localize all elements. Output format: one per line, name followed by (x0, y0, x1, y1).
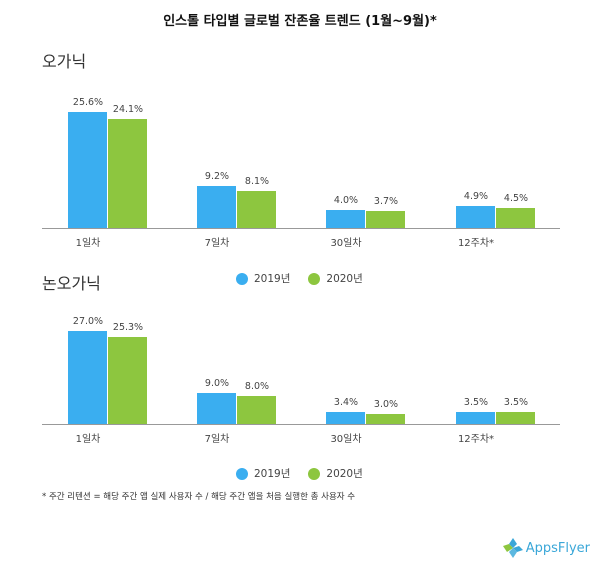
bar-2019 (326, 412, 365, 424)
bar-2019 (68, 330, 107, 424)
bar-2020 (366, 211, 405, 228)
data-label: 25.3% (112, 321, 144, 333)
appsflyer-logo-icon (502, 538, 523, 558)
data-label: 3.7% (373, 196, 399, 208)
data-label: 8.1% (244, 176, 270, 188)
bar-2019 (68, 112, 107, 228)
data-label: 4.9% (463, 190, 489, 202)
appsflyer-logo: AppsFlyer (502, 537, 590, 559)
data-label: 24.1% (112, 103, 144, 115)
category-label: 7일차 (204, 434, 230, 445)
bar-2019 (197, 392, 236, 424)
legend-label: 2019년 (254, 273, 291, 285)
category-label: 7일차 (204, 238, 230, 249)
bar-2020 (496, 207, 535, 228)
category-label: 30일차 (330, 434, 362, 445)
data-label: 9.0% (204, 377, 230, 389)
bar-2020 (366, 413, 405, 424)
bar-2020 (108, 336, 147, 424)
bar-2020 (237, 191, 276, 228)
data-label: 4.0% (333, 194, 359, 206)
chart-title: 인스톨 타입별 글로벌 잔존율 트렌드 (1월~9월)* (163, 14, 437, 29)
data-label: 27.0% (72, 315, 104, 327)
category-label: 12주차* (457, 434, 495, 445)
data-label: 9.2% (204, 171, 230, 183)
legend-label: 2019년 (254, 468, 291, 480)
legend-marker-2020 (308, 467, 321, 480)
chart-subtitle: 오가닉 (42, 52, 87, 71)
bar-2020 (496, 411, 535, 424)
legend-label: 2020년 (326, 273, 363, 285)
data-label: 3.0% (373, 398, 399, 410)
bar-2019 (326, 209, 365, 228)
x-axis-line (42, 228, 560, 229)
bar-2020 (108, 118, 147, 228)
legend: 2019년 2020년 (236, 271, 375, 286)
data-label: 25.6% (72, 97, 104, 109)
legend-marker-2020 (308, 272, 321, 285)
data-label: 3.5% (503, 396, 529, 408)
data-label: 3.5% (463, 396, 489, 408)
category-label: 1일차 (75, 238, 101, 249)
legend-marker-2019 (236, 467, 248, 480)
data-label: 8.0% (244, 381, 270, 393)
logo-text: AppsFlyer (525, 540, 590, 556)
legend: 2019년 2020년 (236, 466, 375, 481)
footnote: * 주간 리텐션 = 해당 주간 앱 실제 사용자 수 / 해당 주간 앱을 처… (42, 492, 356, 502)
category-label: 30일차 (330, 238, 362, 249)
category-label: 1일차 (75, 434, 101, 445)
category-label: 12주차* (457, 238, 495, 249)
data-label: 3.4% (333, 397, 359, 409)
legend-label: 2020년 (326, 468, 363, 480)
bar-2019 (456, 411, 495, 424)
data-label: 4.5% (503, 192, 529, 204)
bar-2019 (456, 205, 495, 228)
bar-2019 (197, 186, 236, 228)
legend-marker-2019 (236, 272, 248, 285)
x-axis-line (42, 424, 560, 425)
chart-subtitle: 논오가닉 (42, 274, 101, 293)
bar-2020 (237, 396, 276, 424)
